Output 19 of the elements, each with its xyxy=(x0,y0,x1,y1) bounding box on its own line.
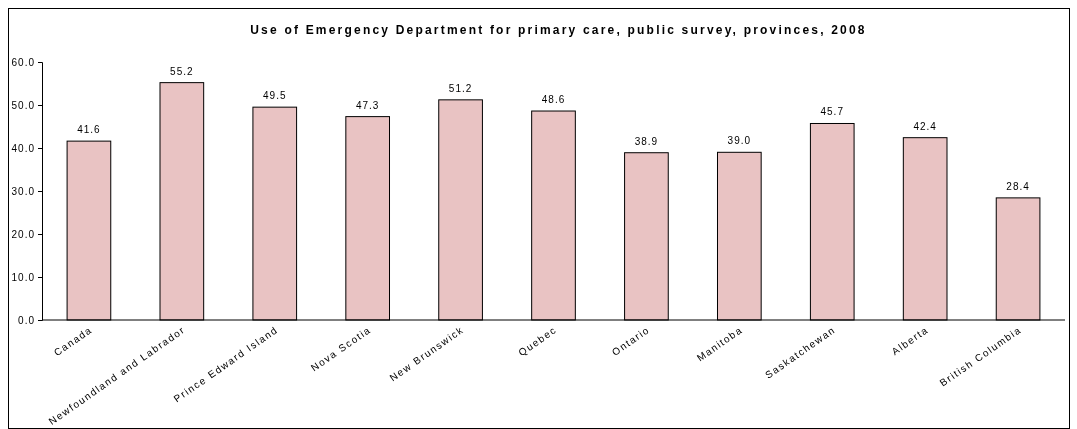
data-label: 42.4 xyxy=(913,120,937,132)
y-tick-label: 50.0 xyxy=(11,99,35,111)
y-tick-label: 10.0 xyxy=(11,271,35,283)
data-label: 55.2 xyxy=(170,65,194,77)
y-tick-label: 40.0 xyxy=(11,142,35,154)
y-tick-label: 30.0 xyxy=(11,185,35,197)
data-label: 47.3 xyxy=(355,99,380,111)
data-label: 28.4 xyxy=(1006,180,1030,192)
y-tick-label: 20.0 xyxy=(11,228,35,240)
data-label: 45.7 xyxy=(820,106,844,118)
data-label: 41.6 xyxy=(77,124,101,136)
data-label: 38.9 xyxy=(634,135,659,147)
data-label: 39.0 xyxy=(727,135,752,147)
y-tick-label: 0.0 xyxy=(18,314,35,326)
data-label: 48.6 xyxy=(541,94,566,106)
data-label: 51.2 xyxy=(448,82,473,94)
chart-title: Use of Emergency Department for primary care, public survey, provinces, 2008 xyxy=(250,23,867,37)
y-tick-label: 60.0 xyxy=(11,56,35,68)
data-label: 49.5 xyxy=(263,90,287,102)
